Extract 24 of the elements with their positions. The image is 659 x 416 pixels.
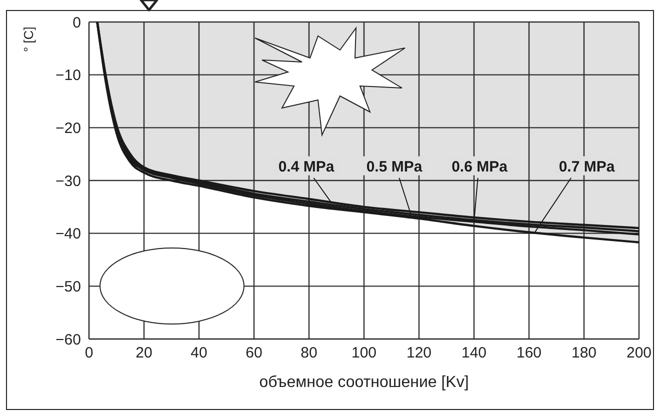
text: 0.6 MPa: [452, 158, 508, 176]
x-tick-label: 140: [461, 344, 487, 362]
y-tick-label: −60: [56, 331, 81, 348]
x-tick-label: 20: [136, 344, 152, 362]
y-tick-label: −20: [56, 120, 81, 137]
y-tick-label: −30: [56, 172, 81, 190]
x-tick-label: 60: [246, 344, 262, 362]
x-tick-label: 100: [351, 344, 377, 362]
y-tick-label: −50: [56, 278, 81, 296]
x-tick-label: 40: [190, 344, 208, 362]
y-tick-label: 0: [72, 14, 81, 32]
x-tick-label: 200: [626, 344, 652, 362]
x-tick-label: 160: [516, 344, 542, 362]
x-tick-label: 0: [84, 344, 94, 362]
y-axis-title: ° [C]: [21, 26, 36, 52]
x-tick-label: 180: [571, 344, 597, 362]
y-tick-label: −40: [56, 226, 81, 243]
text: 0.5 MPa: [366, 158, 423, 176]
y-tick-label: −10: [56, 67, 81, 84]
x-tick-label: 120: [406, 344, 432, 362]
x-axis-title: объемное соотношение [Kv]: [259, 374, 469, 391]
x-tick-label: 80: [300, 344, 318, 362]
series-label: 0.4 MPa: [278, 158, 335, 176]
series-label: 0.7 MPa: [558, 158, 616, 176]
